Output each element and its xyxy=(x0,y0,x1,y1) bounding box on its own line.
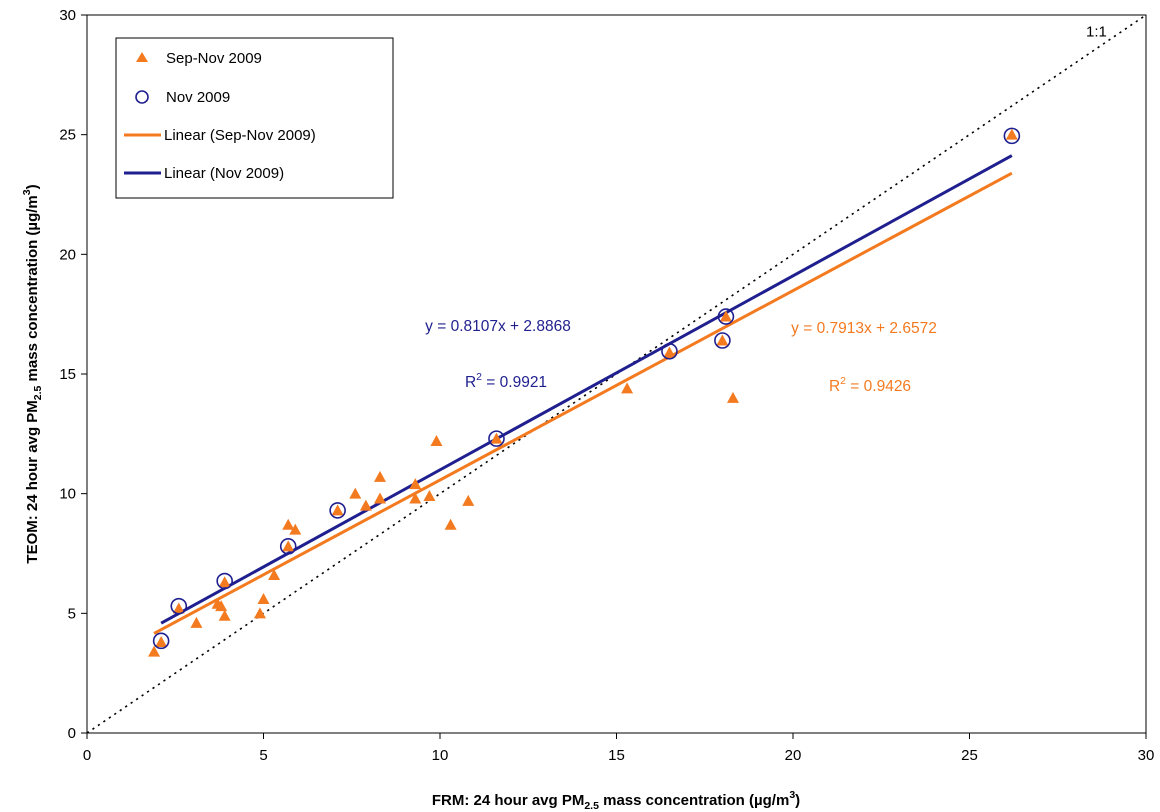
legend-label-nov: Nov 2009 xyxy=(166,89,230,106)
data-point-sepnov xyxy=(490,432,503,444)
trendline-nov xyxy=(160,154,1013,625)
data-point-sepnov xyxy=(430,435,443,447)
equation-nov: y = 0.8107x + 2.8868 xyxy=(425,318,571,335)
data-point-sepnov xyxy=(423,490,436,502)
data-point-sepnov xyxy=(373,492,386,504)
data-point-sepnov xyxy=(462,494,475,506)
legend-item-linear-sepnov: Linear (Sep-Nov 2009) xyxy=(124,127,316,144)
reference-line-group: 1:1 xyxy=(86,14,1147,734)
data-point-nov xyxy=(170,597,188,615)
y-axis-title: TEOM: 24 hour avg PM2.5 mass concentrati… xyxy=(21,184,44,563)
data-point-sepnov xyxy=(444,518,457,530)
data-point-sepnov xyxy=(716,334,729,346)
x-tick-label: 0 xyxy=(83,747,91,764)
data-point-sepnov xyxy=(409,478,422,490)
data-point-sepnov xyxy=(349,487,362,499)
data-point-sepnov xyxy=(621,382,634,394)
legend: Sep-Nov 2009 Nov 2009 Linear (Sep-Nov 20… xyxy=(115,37,394,199)
data-point-sepnov xyxy=(155,636,168,648)
data-point-sepnov xyxy=(289,523,302,535)
equation-sepnov: y = 0.7913x + 2.6572 xyxy=(791,320,937,337)
data-point-sepnov xyxy=(331,504,344,516)
x-axis: 0 5 10 15 20 25 30 xyxy=(83,733,1155,764)
data-point-sepnov xyxy=(663,346,676,358)
legend-label-linear-sepnov: Linear (Sep-Nov 2009) xyxy=(164,127,316,144)
data-point-nov xyxy=(329,502,346,519)
y-tick-label: 0 xyxy=(68,725,76,742)
r2-nov: R2 = 0.9921 xyxy=(465,371,547,391)
data-point-sepnov xyxy=(282,540,295,552)
data-point-sepnov xyxy=(268,569,281,581)
legend-item-nov: Nov 2009 xyxy=(135,89,230,106)
x-tick-label: 30 xyxy=(1138,747,1155,764)
data-point-nov xyxy=(717,308,735,325)
equation-annotation-sepnov: y = 0.7913x + 2.6572 R2 = 0.9426 xyxy=(791,320,937,395)
x-tick-label: 10 xyxy=(432,747,449,764)
data-point-sepnov xyxy=(218,576,231,588)
data-point-sepnov xyxy=(257,592,270,604)
data-point-nov xyxy=(661,342,678,360)
data-point-sepnov xyxy=(190,616,203,628)
data-point-nov xyxy=(1003,127,1021,145)
circle-marker-icon xyxy=(135,90,149,104)
y-tick-label: 10 xyxy=(59,486,76,503)
legend-label-linear-nov: Linear (Nov 2009) xyxy=(164,165,284,182)
data-point-sepnov xyxy=(215,600,228,612)
y-tick-label: 20 xyxy=(59,246,76,263)
data-point-nov xyxy=(714,332,731,349)
y-axis: 0 5 10 15 20 25 30 xyxy=(59,7,87,742)
y-tick-label: 30 xyxy=(59,7,76,24)
data-point-nov xyxy=(152,632,170,650)
data-point-nov xyxy=(488,430,505,447)
x-tick-label: 5 xyxy=(259,747,267,764)
data-point-sepnov xyxy=(409,492,422,504)
x-tick-label: 15 xyxy=(608,747,625,764)
trendlines xyxy=(153,154,1013,635)
data-point-nov xyxy=(279,538,297,555)
data-point-sepnov xyxy=(282,518,295,530)
data-point-sepnov xyxy=(253,607,266,619)
data-point-sepnov xyxy=(148,645,161,657)
y-tick-label: 15 xyxy=(59,366,76,383)
legend-item-sepnov: Sep-Nov 2009 xyxy=(136,50,262,67)
data-point-nov xyxy=(216,572,233,590)
x-tick-label: 20 xyxy=(785,747,802,764)
x-axis-title: FRM: 24 hour avg PM2.5 mass concentratio… xyxy=(432,789,800,812)
y-tick-label: 25 xyxy=(59,127,76,144)
triangle-marker-icon xyxy=(136,52,148,62)
trendline-sepnov xyxy=(153,171,1013,635)
data-point-sepnov xyxy=(373,470,386,482)
data-point-sepnov xyxy=(726,391,739,403)
data-point-sepnov xyxy=(359,499,372,511)
data-point-sepnov xyxy=(218,609,231,621)
data-points xyxy=(148,127,1021,657)
legend-label-sepnov: Sep-Nov 2009 xyxy=(166,50,262,67)
y-tick-label: 5 xyxy=(68,605,76,622)
x-tick-label: 25 xyxy=(961,747,978,764)
legend-box xyxy=(115,37,394,199)
data-point-sepnov xyxy=(1005,128,1018,140)
one-to-one-line xyxy=(86,14,1147,734)
r2-sepnov: R2 = 0.9426 xyxy=(829,375,911,395)
one-to-one-label: 1:1 xyxy=(1086,24,1107,41)
data-point-sepnov xyxy=(172,602,185,614)
legend-item-linear-nov: Linear (Nov 2009) xyxy=(124,165,284,182)
equation-annotation-nov: y = 0.8107x + 2.8868 R2 = 0.9921 xyxy=(425,318,571,391)
data-point-sepnov xyxy=(719,310,732,322)
